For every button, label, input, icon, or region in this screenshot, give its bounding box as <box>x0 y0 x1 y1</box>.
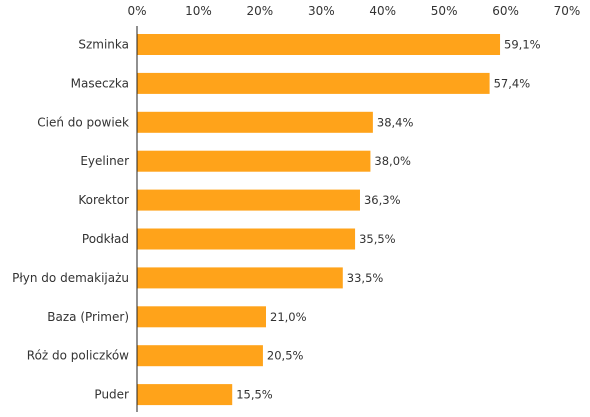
bar <box>137 111 373 133</box>
x-tick-label: 50% <box>431 4 458 18</box>
bar <box>137 228 356 250</box>
category-labels: Szminka Maseczka Cień do powiek Eyeliner Kor… <box>12 38 129 402</box>
category-label: Płyn do demakijażu <box>12 271 129 285</box>
x-tick-label: 70% <box>554 4 581 18</box>
x-tick-label: 30% <box>308 4 335 18</box>
value-label: 57,4% <box>494 76 531 90</box>
x-tick-label: 10% <box>185 4 212 18</box>
value-label: 33,5% <box>347 271 384 285</box>
value-label: 20,5% <box>267 349 304 363</box>
x-tick-label: 40% <box>369 4 396 18</box>
value-label: 38,0% <box>374 154 411 168</box>
category-label: Maseczka <box>71 76 129 90</box>
x-tick-label: 60% <box>492 4 519 18</box>
category-label: Korektor <box>78 193 129 207</box>
bar <box>137 384 233 406</box>
category-label: Szminka <box>78 38 129 52</box>
bar <box>137 150 371 172</box>
value-label: 38,4% <box>377 115 414 129</box>
category-label: Cień do powiek <box>37 115 129 129</box>
bar <box>137 34 501 55</box>
bars <box>137 34 501 406</box>
value-label: 59,1% <box>504 38 541 52</box>
bar <box>137 345 263 367</box>
x-tick-label: 20% <box>247 4 274 18</box>
bar <box>137 306 266 328</box>
category-label: Eyeliner <box>80 154 129 168</box>
value-label: 15,5% <box>236 388 273 402</box>
category-label: Podkład <box>82 232 129 246</box>
value-label: 36,3% <box>364 193 401 207</box>
bar <box>137 267 343 289</box>
value-labels: 59,1% 57,4% 38,4% 38,0% 36,3% 35,5% 33,5% 21,0%… <box>236 38 540 402</box>
bar <box>137 189 360 211</box>
category-label: Baza (Primer) <box>47 310 129 324</box>
value-label: 35,5% <box>359 232 396 246</box>
category-label: Róż do policzków <box>27 349 129 363</box>
x-axis-ticks: 0% 10% 20% 30% 40% 50% 60% 70% <box>127 4 580 18</box>
value-label: 21,0% <box>270 310 307 324</box>
category-label: Puder <box>94 388 129 402</box>
x-tick-label: 0% <box>127 4 146 18</box>
bar <box>137 72 490 94</box>
